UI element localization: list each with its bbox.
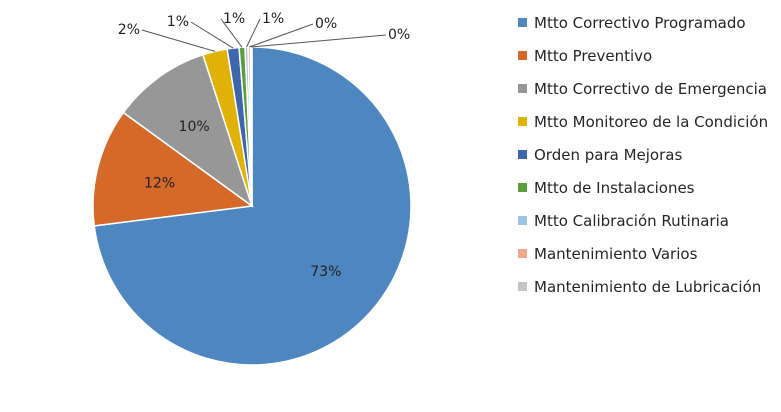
legend-item: Mtto Correctivo de Emergencia bbox=[518, 72, 768, 105]
slice-percentage-label: 10% bbox=[179, 119, 210, 135]
slice-percentage-label: 1% bbox=[262, 11, 284, 27]
legend-label: Mtto Monitoreo de la Condición bbox=[534, 112, 769, 131]
legend-swatch bbox=[518, 216, 527, 225]
pie-slices bbox=[92, 46, 412, 366]
legend-label: Mantenimiento de Lubricación bbox=[534, 277, 762, 296]
leader-lines bbox=[141, 18, 387, 52]
legend-item: Mtto Monitoreo de la Condición bbox=[518, 105, 768, 138]
slice-percentage-label: 12% bbox=[144, 175, 175, 191]
legend-label: Mtto de Instalaciones bbox=[534, 178, 695, 197]
slice-percentage-label: 73% bbox=[310, 264, 341, 280]
leader-line bbox=[141, 29, 216, 52]
pie-slice bbox=[92, 111, 254, 227]
pie-slice bbox=[122, 53, 254, 208]
legend-item: Mtto Preventivo bbox=[518, 39, 768, 72]
slice-percentage-label: 1% bbox=[167, 14, 189, 30]
legend-swatch bbox=[518, 51, 527, 60]
slice-percentage-label: 2% bbox=[118, 22, 140, 38]
legend-label: Mtto Calibración Rutinaria bbox=[534, 211, 729, 230]
legend-item: Mtto Correctivo Programado bbox=[518, 6, 768, 39]
leader-line bbox=[190, 21, 234, 49]
legend-swatch bbox=[518, 84, 527, 93]
legend-item: Mantenimiento Varios bbox=[518, 237, 768, 270]
legend-swatch bbox=[518, 18, 527, 27]
legend-swatch bbox=[518, 183, 527, 192]
legend-label: Mtto Correctivo Programado bbox=[534, 13, 746, 32]
legend-label: Mtto Correctivo de Emergencia bbox=[534, 79, 767, 98]
legend-item: Mtto de Instalaciones bbox=[518, 171, 768, 204]
leader-line bbox=[246, 18, 261, 48]
percentage-labels: 73% 12% 10% 2% 1% 1% 1% 0% 0% bbox=[118, 11, 410, 280]
legend-swatch bbox=[518, 249, 527, 258]
legend-label: Orden para Mejoras bbox=[534, 145, 683, 164]
legend-swatch bbox=[518, 150, 527, 159]
legend-item: Mtto Calibración Rutinaria bbox=[518, 204, 768, 237]
legend-label: Mantenimiento Varios bbox=[534, 244, 698, 263]
legend-swatch bbox=[518, 117, 527, 126]
slice-percentage-label: 0% bbox=[388, 27, 410, 43]
legend-item: Mantenimiento de Lubricación bbox=[518, 270, 768, 303]
legend: Mtto Correctivo Programado Mtto Preventiv… bbox=[518, 6, 768, 303]
slice-percentage-label: 1% bbox=[223, 11, 245, 27]
legend-label: Mtto Preventivo bbox=[534, 46, 653, 65]
pie-chart: 73% 12% 10% 2% 1% 1% 1% 0% 0% bbox=[92, 11, 412, 366]
leader-line bbox=[220, 18, 243, 48]
leader-line bbox=[251, 34, 387, 48]
leader-line bbox=[249, 23, 314, 48]
legend-swatch bbox=[518, 282, 527, 291]
slice-percentage-label: 0% bbox=[315, 16, 337, 32]
legend-item: Orden para Mejoras bbox=[518, 138, 768, 171]
